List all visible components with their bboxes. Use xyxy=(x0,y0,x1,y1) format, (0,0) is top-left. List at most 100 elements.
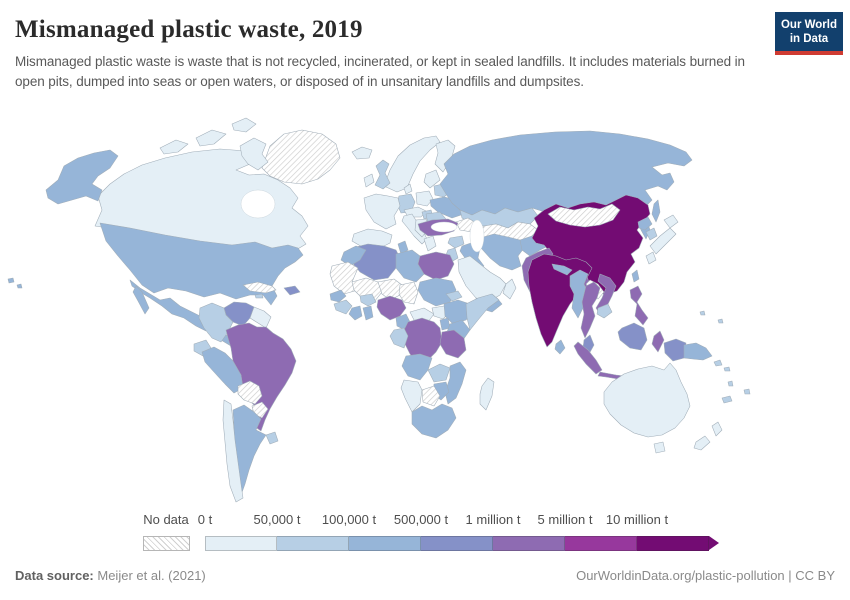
country-france[interactable] xyxy=(363,193,401,230)
country-guinea[interactable] xyxy=(333,299,353,315)
country-cambodia[interactable] xyxy=(596,303,613,319)
country-iceland[interactable] xyxy=(351,146,373,160)
country-micronesia[interactable] xyxy=(699,310,724,324)
footer-source: Data source: Meijer et al. (2021) xyxy=(15,568,206,583)
country-sulawesi[interactable] xyxy=(651,330,665,353)
country-australia[interactable] xyxy=(603,362,691,438)
country-italy[interactable] xyxy=(401,213,428,245)
country-denmark[interactable] xyxy=(403,183,413,195)
legend-bin-swatch[interactable] xyxy=(637,536,709,551)
country-oman[interactable] xyxy=(502,278,517,300)
legend-tick-label: 0 t xyxy=(197,512,213,527)
country-bolivia[interactable] xyxy=(237,380,263,405)
country-fiji[interactable] xyxy=(743,388,751,395)
country-tunisia[interactable] xyxy=(397,240,409,255)
country-mongolia[interactable] xyxy=(547,203,621,228)
country-uk[interactable] xyxy=(374,159,391,190)
legend-no-data-label: No data xyxy=(143,512,189,527)
country-hawaii[interactable] xyxy=(7,277,23,289)
country-indonesia-papua[interactable] xyxy=(663,338,687,362)
country-cuba[interactable] xyxy=(242,281,277,294)
country-canada-island[interactable] xyxy=(195,129,227,147)
country-baja[interactable] xyxy=(132,285,150,315)
country-chad[interactable] xyxy=(398,281,419,305)
country-nz-south[interactable] xyxy=(693,435,711,451)
country-ghana[interactable] xyxy=(362,305,374,321)
country-somalia[interactable] xyxy=(465,293,500,331)
country-angola[interactable] xyxy=(401,353,433,381)
country-madagascar[interactable] xyxy=(479,377,495,411)
map-legend: No data 0 t 50,000 t 100,000 t 500,000 t 1 m… xyxy=(0,508,850,558)
legend-bin-swatch[interactable] xyxy=(565,536,637,551)
country-canada-baffin[interactable] xyxy=(239,137,269,171)
country-new-caledonia[interactable] xyxy=(721,395,733,404)
country-mali[interactable] xyxy=(351,277,383,303)
country-sudan[interactable] xyxy=(417,277,457,307)
hudson-bay xyxy=(240,189,276,219)
country-senegal[interactable] xyxy=(329,289,347,303)
country-eritrea[interactable] xyxy=(445,290,463,302)
country-greece[interactable] xyxy=(423,235,437,252)
country-uruguay[interactable] xyxy=(265,431,279,445)
legend-tick-label: 50,000 t xyxy=(253,512,301,527)
country-papua-new-guinea[interactable] xyxy=(683,342,713,361)
legend-arrow-cap xyxy=(709,536,719,550)
black-sea xyxy=(430,221,458,233)
page-subtitle: Mismanaged plastic waste is waste that i… xyxy=(15,54,745,90)
country-morocco[interactable] xyxy=(340,245,367,267)
legend-no-data-swatch[interactable] xyxy=(143,536,190,551)
country-greenland[interactable] xyxy=(261,129,341,185)
country-chile[interactable] xyxy=(222,399,244,503)
country-south-korea[interactable] xyxy=(645,227,658,241)
country-spain[interactable] xyxy=(351,228,393,250)
country-syria[interactable] xyxy=(447,235,465,249)
legend-bin-swatch[interactable] xyxy=(349,536,421,551)
country-sumatra[interactable] xyxy=(573,341,603,375)
country-philippines[interactable] xyxy=(629,285,649,326)
country-namibia[interactable] xyxy=(400,379,423,413)
country-russia[interactable] xyxy=(439,130,693,216)
country-nepal[interactable] xyxy=(551,263,573,276)
country-borneo[interactable] xyxy=(617,322,648,351)
country-alaska[interactable] xyxy=(45,149,119,205)
country-russia-sakhalin[interactable] xyxy=(651,199,661,223)
owid-logo[interactable]: Our World in Data xyxy=(775,12,843,55)
country-iran[interactable] xyxy=(479,233,525,271)
country-south-africa[interactable] xyxy=(411,403,457,439)
country-saudi-arabia[interactable] xyxy=(457,255,507,303)
legend-bin-swatch[interactable] xyxy=(421,536,493,551)
country-vanuatu[interactable] xyxy=(727,380,734,387)
country-egypt[interactable] xyxy=(417,251,455,281)
footer-link[interactable]: OurWorldinData.org/plastic-pollution | C… xyxy=(576,568,835,583)
legend-tick-label: 10 million t xyxy=(605,512,669,527)
country-thailand[interactable] xyxy=(580,281,601,339)
country-taiwan[interactable] xyxy=(631,269,640,283)
country-poland[interactable] xyxy=(415,190,434,207)
country-japan-kyushu[interactable] xyxy=(645,251,657,265)
country-burkina-faso[interactable] xyxy=(359,293,377,307)
country-nigeria[interactable] xyxy=(376,295,407,321)
country-ireland[interactable] xyxy=(363,173,375,188)
country-baltics[interactable] xyxy=(423,169,441,189)
country-hispaniola[interactable] xyxy=(283,285,301,296)
country-jamaica[interactable] xyxy=(254,293,264,299)
legend-bin-swatch[interactable] xyxy=(493,536,565,551)
country-canada-island[interactable] xyxy=(231,117,257,133)
country-gabon-congo[interactable] xyxy=(389,327,409,349)
country-central-african-republic[interactable] xyxy=(409,307,435,323)
legend-bin-swatch[interactable] xyxy=(205,536,277,551)
country-north-korea[interactable] xyxy=(637,216,653,231)
country-japan-hokkaido[interactable] xyxy=(663,214,679,229)
country-tanzania[interactable] xyxy=(439,329,467,359)
country-zambia[interactable] xyxy=(427,363,451,383)
country-solomon-islands[interactable] xyxy=(713,359,731,372)
country-tasmania[interactable] xyxy=(653,441,666,454)
country-canada-island[interactable] xyxy=(159,139,189,155)
country-botswana[interactable] xyxy=(421,385,441,407)
country-sri-lanka[interactable] xyxy=(554,339,566,355)
country-japan-honshu[interactable] xyxy=(649,227,677,255)
legend-bin-swatch[interactable] xyxy=(277,536,349,551)
country-ivory-coast[interactable] xyxy=(348,305,363,321)
country-nz-north[interactable] xyxy=(711,421,723,437)
country-mozambique[interactable] xyxy=(444,361,467,405)
